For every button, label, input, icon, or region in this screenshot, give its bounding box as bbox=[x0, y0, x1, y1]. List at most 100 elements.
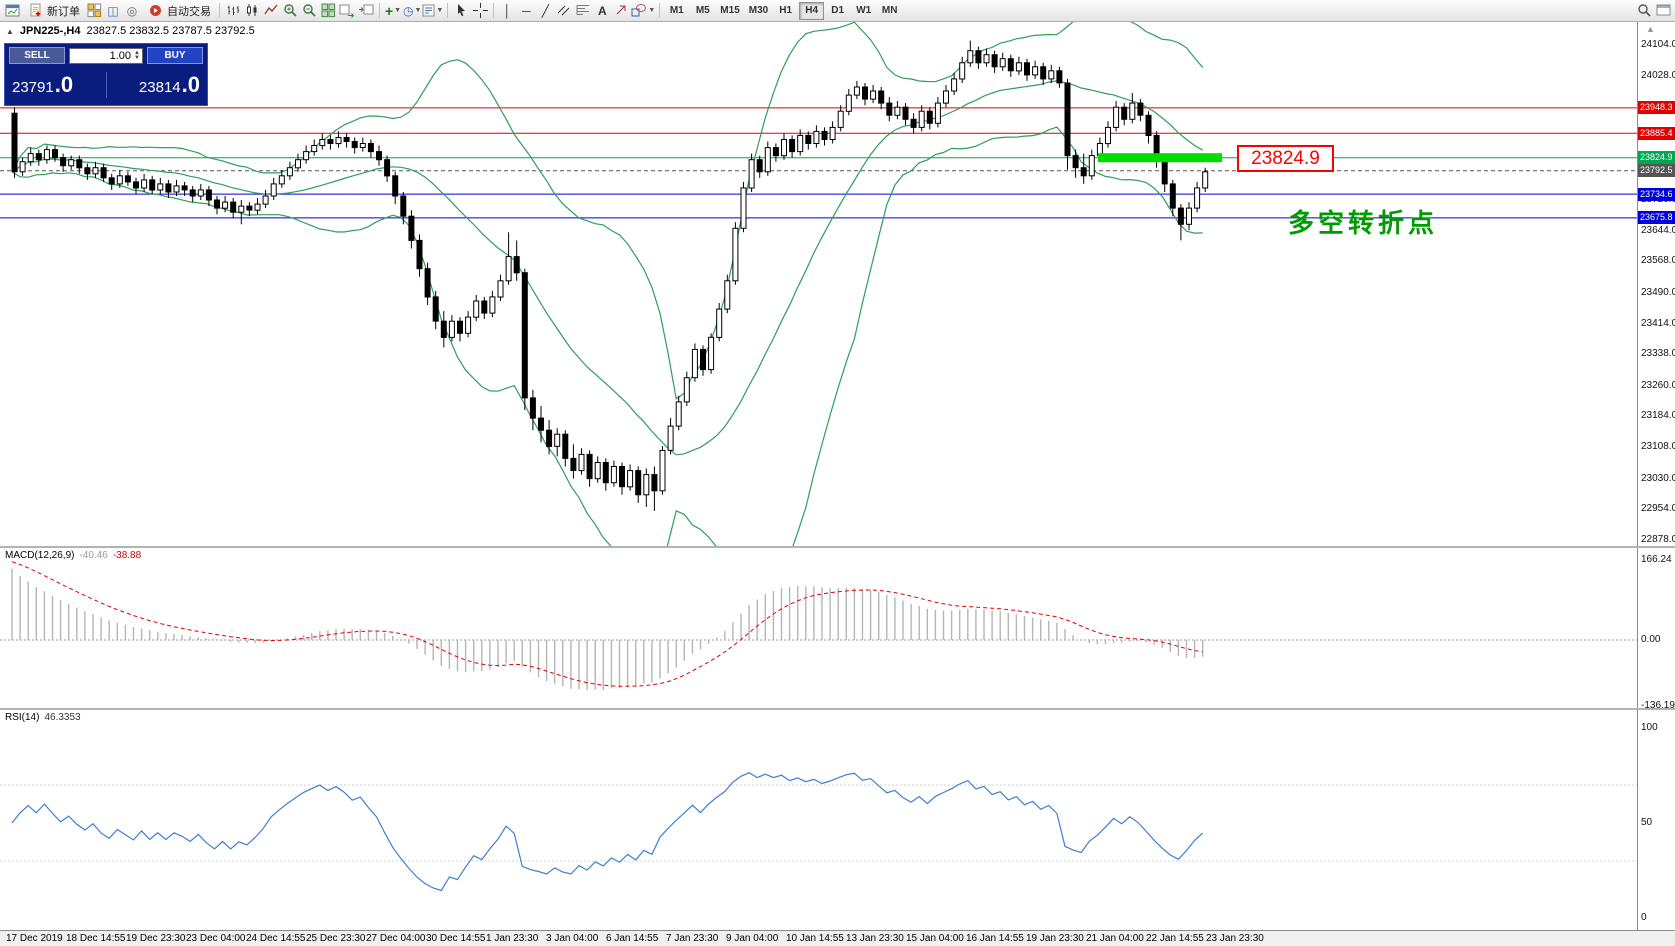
price-axis-tag: 23734.6 bbox=[1638, 187, 1675, 201]
buy-price[interactable]: 23814.0 bbox=[139, 72, 200, 98]
price-axis-label: 23338.0 bbox=[1641, 348, 1675, 360]
window-layout-icon[interactable] bbox=[1654, 1, 1672, 21]
tab-timeframe-H1[interactable]: H1 bbox=[779, 5, 793, 16]
chevron-down-icon: ▼ bbox=[414, 7, 422, 14]
macd-canvas[interactable] bbox=[0, 548, 1637, 708]
time-axis-label: 23 Jan 23:30 bbox=[1206, 933, 1264, 944]
chart-candles-icon[interactable] bbox=[243, 1, 261, 21]
macd-main-value: -40.46 bbox=[79, 550, 108, 561]
tile-windows-icon[interactable] bbox=[319, 1, 337, 21]
templates-icon[interactable]: ▼ bbox=[422, 1, 443, 21]
text-label-icon[interactable]: A bbox=[598, 3, 607, 18]
sell-button[interactable]: SELL bbox=[9, 47, 65, 64]
price-callout[interactable]: 23824.9 bbox=[1237, 145, 1334, 172]
macd-axis-label: 0.00 bbox=[1641, 634, 1661, 645]
main-chart-panel[interactable]: 24104.024028.023720.023644.023568.023490… bbox=[0, 22, 1675, 546]
cursor-icon[interactable] bbox=[452, 1, 470, 21]
vertical-line-icon[interactable]: │ bbox=[503, 3, 512, 18]
rsi-canvas[interactable] bbox=[0, 710, 1637, 930]
tab-timeframe-MN[interactable]: MN bbox=[881, 5, 898, 16]
tab-timeframe-W1[interactable]: W1 bbox=[856, 5, 872, 16]
data-window-icon[interactable]: ◫ bbox=[107, 3, 119, 18]
time-axis-label: 23 Dec 04:00 bbox=[186, 933, 246, 944]
sell-price-dec: .0 bbox=[54, 72, 74, 97]
turning-point-label[interactable]: 多空转折点 bbox=[1288, 208, 1439, 238]
time-axis-label: 19 Dec 23:30 bbox=[126, 933, 186, 944]
macd-panel[interactable]: 166.24 0.00 -136.19 MACD(12,26,9) -40.46 -… bbox=[0, 548, 1675, 711]
strategy-tester-icon[interactable]: ◎ bbox=[126, 3, 138, 18]
new-order-button[interactable]: 新订单 bbox=[22, 1, 84, 21]
toolbar-separator bbox=[219, 3, 220, 18]
price-axis-label: 23568.0 bbox=[1641, 255, 1675, 267]
volume-down-icon[interactable]: ▼ bbox=[134, 54, 140, 61]
trendline-icon[interactable]: ╱ bbox=[541, 3, 549, 18]
tab-timeframe-D1[interactable]: D1 bbox=[831, 5, 845, 16]
horizontal-line-icon[interactable]: ─ bbox=[522, 3, 531, 18]
auto-trading-button[interactable]: 自动交易 bbox=[142, 1, 215, 21]
time-axis-label: 18 Dec 14:55 bbox=[66, 933, 126, 944]
buy-button[interactable]: BUY bbox=[147, 47, 203, 64]
tab-timeframe-M15[interactable]: M15 bbox=[720, 5, 740, 16]
price-axis-label: 23414.0 bbox=[1641, 317, 1675, 329]
zoom-out-icon[interactable] bbox=[300, 1, 318, 21]
volume-up-icon[interactable]: ▲ bbox=[134, 49, 140, 56]
channel-icon[interactable] bbox=[555, 1, 573, 21]
symbol-search-icon[interactable] bbox=[1635, 1, 1653, 21]
auto-scroll-icon[interactable] bbox=[338, 1, 356, 21]
price-axis-label: 23030.0 bbox=[1641, 472, 1675, 484]
charts-grid-icon[interactable] bbox=[85, 1, 103, 21]
time-axis-label: 15 Jan 04:00 bbox=[906, 933, 964, 944]
chart-bars-icon[interactable] bbox=[224, 1, 242, 21]
time-axis-label: 3 Jan 04:00 bbox=[546, 933, 599, 944]
panel-resize-divider[interactable] bbox=[0, 708, 1675, 710]
panel-resize-divider[interactable] bbox=[0, 546, 1675, 548]
price-axis[interactable]: 24104.024028.023720.023644.023568.023490… bbox=[1637, 22, 1675, 546]
rsi-name: RSI(14) bbox=[5, 712, 40, 723]
oneclick-toggle-icon[interactable]: ▲ bbox=[6, 26, 14, 36]
rsi-axis[interactable]: 100 50 0 bbox=[1637, 710, 1675, 930]
tab-timeframe-M1[interactable]: M1 bbox=[669, 5, 684, 16]
tab-timeframe-M30[interactable]: M30 bbox=[748, 5, 769, 16]
time-axis-label: 21 Jan 04:00 bbox=[1086, 933, 1144, 944]
zoom-in-icon[interactable] bbox=[281, 1, 299, 21]
scroll-end-icon[interactable]: ▲ bbox=[1646, 24, 1655, 34]
sell-price[interactable]: 23791.0 bbox=[12, 72, 73, 98]
toolbar-separator bbox=[493, 3, 495, 18]
rsi-axis-label: 100 bbox=[1641, 722, 1658, 733]
new-chart-icon[interactable] bbox=[3, 1, 21, 21]
arrow-tool-icon[interactable] bbox=[612, 1, 630, 21]
trade-panel-divider bbox=[105, 72, 107, 98]
price-axis-tag: 23824.9 bbox=[1638, 151, 1675, 165]
chart-shift-icon[interactable] bbox=[357, 1, 375, 21]
macd-label: MACD(12,26,9) -40.46 -38.88 bbox=[5, 550, 141, 561]
macd-signal-value: -38.88 bbox=[112, 550, 142, 561]
indicators-icon[interactable]: + ▼ bbox=[384, 2, 402, 19]
crosshair-icon[interactable] bbox=[471, 1, 489, 21]
time-axis-label: 16 Jan 14:55 bbox=[966, 933, 1024, 944]
price-axis-label: 23184.0 bbox=[1641, 410, 1675, 422]
macd-axis[interactable]: 166.24 0.00 -136.19 bbox=[1637, 548, 1675, 711]
main-chart-canvas[interactable] bbox=[0, 22, 1637, 546]
price-axis-tag: 23675.8 bbox=[1638, 211, 1675, 225]
rsi-value: 46.3353 bbox=[44, 712, 81, 723]
volume-value[interactable]: 1.00 bbox=[109, 49, 132, 62]
time-axis-label: 9 Jan 04:00 bbox=[726, 933, 779, 944]
macd-axis-label: 166.24 bbox=[1641, 554, 1672, 565]
buy-price-dec: .0 bbox=[181, 72, 200, 97]
one-click-trade-panel: SELL 1.00 ▲ ▼ BUY 23791.0 23814.0 bbox=[4, 43, 208, 106]
ohlc-label: 23827.5 23832.5 23787.5 23792.5 bbox=[86, 25, 255, 37]
rsi-panel[interactable]: 100 50 0 RSI(14) 46.3353 bbox=[0, 710, 1675, 930]
chevron-down-icon: ▼ bbox=[394, 7, 402, 14]
shapes-icon[interactable]: ▼ bbox=[631, 1, 655, 21]
periods-icon[interactable]: ◷ ▼ bbox=[403, 3, 422, 18]
fibonacci-icon[interactable] bbox=[574, 1, 592, 21]
chart-line-icon[interactable] bbox=[262, 1, 280, 21]
tab-timeframe-H4[interactable]: H4 bbox=[799, 1, 825, 20]
volume-stepper[interactable]: 1.00 ▲ ▼ bbox=[69, 47, 143, 64]
time-axis-label: 13 Jan 23:30 bbox=[846, 933, 904, 944]
toolbar-separator bbox=[659, 3, 661, 18]
tab-timeframe-M5[interactable]: M5 bbox=[695, 5, 710, 16]
price-axis-label: 22954.0 bbox=[1641, 503, 1675, 515]
time-axis[interactable]: 17 Dec 2019 18 Dec 14:55 19 Dec 23:30 23 De… bbox=[0, 930, 1675, 946]
